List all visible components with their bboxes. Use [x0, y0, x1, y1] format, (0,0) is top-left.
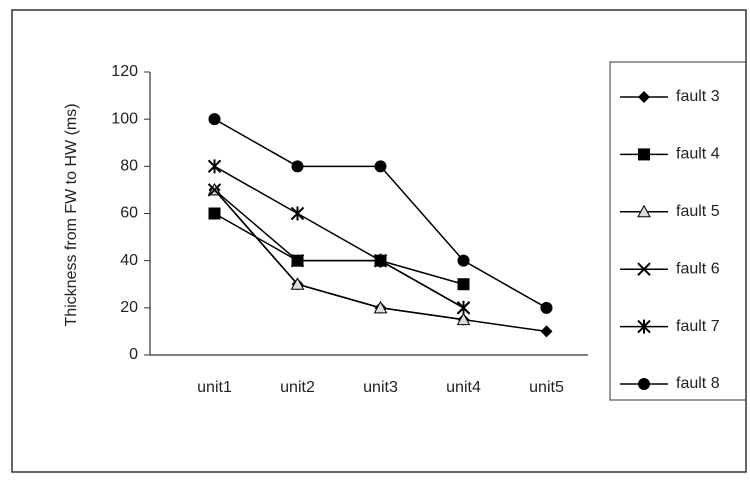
legend-marker — [638, 91, 650, 103]
data-point — [458, 301, 470, 315]
x-tick-label: unit3 — [363, 379, 398, 396]
data-point — [292, 207, 304, 221]
data-point — [209, 159, 221, 173]
data-point — [292, 160, 304, 172]
chart: Thickness from FW to HW (ms) 0 20 40 60 80 10… — [0, 0, 750, 481]
legend-label: fault 3 — [676, 88, 720, 105]
y-tick-label: 120 — [111, 63, 138, 80]
series-line — [215, 190, 464, 320]
y-tick-label: 60 — [120, 205, 138, 222]
data-point — [458, 278, 470, 290]
series-line — [215, 214, 464, 285]
data-point — [209, 208, 221, 220]
legend-box — [610, 62, 746, 400]
y-axis-label: Thickness from FW to HW (ms) — [63, 103, 80, 326]
data-point — [541, 325, 553, 337]
data-point — [209, 113, 221, 125]
y-tick-label: 40 — [120, 252, 138, 269]
x-tick-label: unit2 — [280, 379, 315, 396]
legend-marker — [638, 148, 650, 160]
y-tick-label: 0 — [129, 346, 138, 363]
data-point — [458, 255, 470, 267]
y-tick-label: 100 — [111, 110, 138, 127]
series-line — [215, 166, 464, 308]
y-tick-label: 20 — [120, 299, 138, 316]
legend-label: fault 5 — [676, 203, 720, 220]
legend-label: fault 6 — [676, 260, 720, 277]
series-line — [215, 190, 464, 308]
data-point — [541, 302, 553, 314]
legend-label: fault 4 — [676, 146, 720, 163]
legend-label: fault 7 — [676, 318, 720, 335]
series-line — [215, 119, 547, 308]
x-tick-label: unit5 — [529, 379, 564, 396]
x-tick-label: unit1 — [197, 379, 232, 396]
legend-marker — [638, 378, 650, 390]
y-tick-label: 80 — [120, 158, 138, 175]
legend-label: fault 8 — [676, 375, 720, 392]
data-point — [375, 160, 387, 172]
x-tick-label: unit4 — [446, 379, 481, 396]
